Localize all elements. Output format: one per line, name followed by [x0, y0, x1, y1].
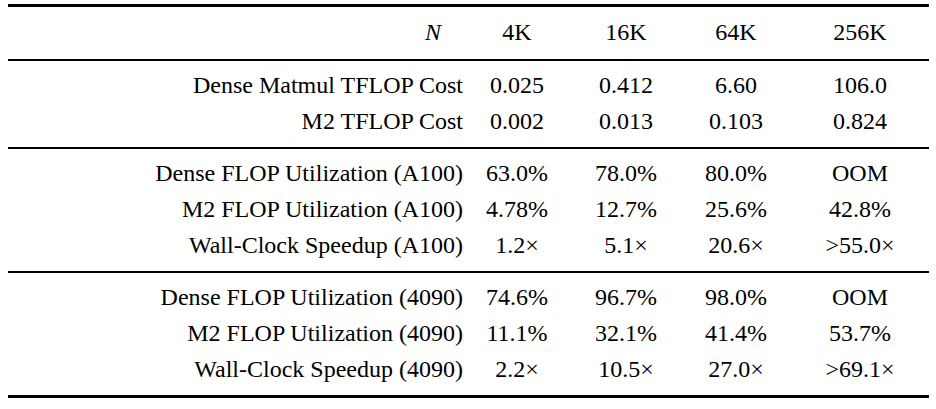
- data-cell: 25.6%: [681, 191, 791, 227]
- data-cell: 10.5×: [571, 351, 681, 397]
- column-header-n: N: [8, 6, 463, 61]
- data-cell: 80.0%: [681, 148, 791, 191]
- table-row: M2 TFLOP Cost 0.002 0.013 0.103 0.824: [8, 103, 929, 148]
- data-cell: 74.6%: [463, 272, 571, 315]
- row-label: M2 FLOP Utilization (4090): [8, 315, 463, 351]
- row-label: Dense FLOP Utilization (A100): [8, 148, 463, 191]
- table-row: Dense FLOP Utilization (A100) 63.0% 78.0…: [8, 148, 929, 191]
- data-cell: 27.0×: [681, 351, 791, 397]
- table-row: M2 FLOP Utilization (4090) 11.1% 32.1% 4…: [8, 315, 929, 351]
- results-table: N 4K 16K 64K 256K Dense Matmul TFLOP Cos…: [8, 4, 929, 398]
- data-cell: 96.7%: [571, 272, 681, 315]
- data-cell: 0.103: [681, 103, 791, 148]
- column-header-4k: 4K: [463, 6, 571, 61]
- data-cell: 12.7%: [571, 191, 681, 227]
- table-row: Wall-Clock Speedup (A100) 1.2× 5.1× 20.6…: [8, 227, 929, 272]
- section-tflop-cost: Dense Matmul TFLOP Cost 0.025 0.412 6.60…: [8, 60, 929, 148]
- data-cell: >55.0×: [791, 227, 929, 272]
- paper-table-region: N 4K 16K 64K 256K Dense Matmul TFLOP Cos…: [0, 0, 936, 398]
- data-cell: >69.1×: [791, 351, 929, 397]
- data-cell: 11.1%: [463, 315, 571, 351]
- data-cell: 32.1%: [571, 315, 681, 351]
- data-cell: 78.0%: [571, 148, 681, 191]
- data-cell: OOM: [791, 272, 929, 315]
- data-cell: 20.6×: [681, 227, 791, 272]
- section-4090: Dense FLOP Utilization (4090) 74.6% 96.7…: [8, 272, 929, 397]
- data-cell: 106.0: [791, 60, 929, 103]
- data-cell: 41.4%: [681, 315, 791, 351]
- table-row: M2 FLOP Utilization (A100) 4.78% 12.7% 2…: [8, 191, 929, 227]
- data-cell: 5.1×: [571, 227, 681, 272]
- header-row: N 4K 16K 64K 256K: [8, 6, 929, 61]
- data-cell: 6.60: [681, 60, 791, 103]
- data-cell: 1.2×: [463, 227, 571, 272]
- data-cell: OOM: [791, 148, 929, 191]
- table-header: N 4K 16K 64K 256K: [8, 6, 929, 61]
- data-cell: 98.0%: [681, 272, 791, 315]
- row-label: Wall-Clock Speedup (4090): [8, 351, 463, 397]
- data-cell: 0.013: [571, 103, 681, 148]
- data-cell: 0.412: [571, 60, 681, 103]
- data-cell: 2.2×: [463, 351, 571, 397]
- section-a100: Dense FLOP Utilization (A100) 63.0% 78.0…: [8, 148, 929, 272]
- row-label: M2 FLOP Utilization (A100): [8, 191, 463, 227]
- column-header-256k: 256K: [791, 6, 929, 61]
- data-cell: 0.025: [463, 60, 571, 103]
- row-label: Dense Matmul TFLOP Cost: [8, 60, 463, 103]
- data-cell: 63.0%: [463, 148, 571, 191]
- table-row: Dense Matmul TFLOP Cost 0.025 0.412 6.60…: [8, 60, 929, 103]
- row-label: M2 TFLOP Cost: [8, 103, 463, 148]
- column-header-16k: 16K: [571, 6, 681, 61]
- data-cell: 0.002: [463, 103, 571, 148]
- data-cell: 4.78%: [463, 191, 571, 227]
- row-label: Dense FLOP Utilization (4090): [8, 272, 463, 315]
- data-cell: 42.8%: [791, 191, 929, 227]
- data-cell: 0.824: [791, 103, 929, 148]
- row-label: Wall-Clock Speedup (A100): [8, 227, 463, 272]
- data-cell: 53.7%: [791, 315, 929, 351]
- table-row: Wall-Clock Speedup (4090) 2.2× 10.5× 27.…: [8, 351, 929, 397]
- column-header-64k: 64K: [681, 6, 791, 61]
- table-row: Dense FLOP Utilization (4090) 74.6% 96.7…: [8, 272, 929, 315]
